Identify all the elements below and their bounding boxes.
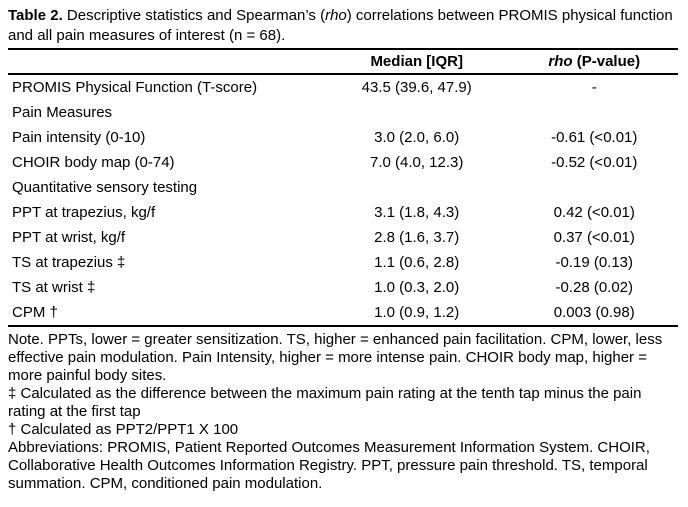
note-general: Note. PPTs, lower = greater sensitizatio… [8, 331, 663, 384]
caption-table-number: Table 2. [8, 7, 63, 24]
median-cell: 3.0 (2.0, 6.0) [374, 129, 460, 146]
table-row-qst-header: Quantitative sensory testing [8, 175, 678, 200]
median-cell: 1.1 (0.6, 2.8) [374, 254, 460, 271]
header-empty-cell [8, 49, 323, 74]
row-label-cell: Pain Measures [12, 104, 113, 121]
row-label-cell: CHOIR body map (0-74) [12, 154, 175, 171]
row-label-cell: Quantitative sensory testing [12, 179, 198, 196]
rho-cell: -0.28 (0.02) [555, 279, 634, 296]
table-row-ts-wrist: TS at wrist ‡ 1.0 (0.3, 2.0) -0.28 (0.02… [8, 275, 678, 300]
caption-text-pre: Descriptive statistics and Spearman’s ( [62, 7, 326, 24]
rho-cell: -0.61 (<0.01) [551, 129, 638, 146]
rho-cell: 0.42 (<0.01) [553, 204, 635, 221]
note-abbreviations: Abbreviations: PROMIS, Patient Reported … [8, 439, 650, 492]
median-cell: 7.0 (4.0, 12.3) [369, 154, 464, 171]
median-cell: 43.5 (39.6, 47.9) [361, 79, 472, 96]
rho-cell [510, 100, 678, 125]
header-row: Median [IQR] rho (P-value) [8, 49, 678, 74]
row-label-cell: PPT at wrist, kg/f [12, 229, 126, 246]
table-row-ppt-trapezius: PPT at trapezius, kg/f 3.1 (1.8, 4.3) 0.… [8, 200, 678, 225]
caption-rho-italic: rho [325, 7, 347, 24]
row-label-cell: TS at trapezius ‡ [12, 254, 126, 271]
table-row-cpm: CPM † 1.0 (0.9, 1.2) 0.003 (0.98) [8, 300, 678, 326]
rho-cell: -0.52 (<0.01) [551, 154, 638, 171]
table-row-ppt-wrist: PPT at wrist, kg/f 2.8 (1.6, 3.7) 0.37 (… [8, 225, 678, 250]
row-label-cell: TS at wrist ‡ [12, 279, 96, 296]
table-row-promis: PROMIS Physical Function (T-score) 43.5 … [8, 74, 678, 100]
table-row-pain-measures-header: Pain Measures [8, 100, 678, 125]
row-label-cell: PROMIS Physical Function (T-score) [12, 79, 258, 96]
header-median-iqr: Median [IQR] [370, 53, 463, 70]
table-row-ts-trapezius: TS at trapezius ‡ 1.1 (0.6, 2.8) -0.19 (… [8, 250, 678, 275]
rho-cell: -0.19 (0.13) [555, 254, 634, 271]
median-cell: 1.0 (0.3, 2.0) [374, 279, 460, 296]
median-cell [323, 175, 511, 200]
table-notes: Note. PPTs, lower = greater sensitizatio… [8, 331, 678, 493]
statistics-table: Median [IQR] rho (P-value) PROMIS Physic… [8, 48, 678, 327]
caption-text-post: ) correlations between PROMIS physical f… [8, 7, 673, 44]
rho-cell: 0.37 (<0.01) [553, 229, 635, 246]
row-label-cell: CPM † [12, 304, 58, 321]
median-cell [323, 100, 511, 125]
table-caption: Table 2. Descriptive statistics and Spea… [8, 6, 678, 45]
table-row-choir-body-map: CHOIR body map (0-74) 7.0 (4.0, 12.3) -0… [8, 150, 678, 175]
rho-cell [510, 175, 678, 200]
median-cell: 3.1 (1.8, 4.3) [374, 204, 460, 221]
rho-cell: 0.003 (0.98) [553, 304, 635, 321]
note-double-dagger: ‡ Calculated as the difference between t… [8, 385, 642, 420]
header-rho-pvalue: rho (P-value) [510, 49, 678, 74]
row-label-cell: Pain intensity (0-10) [12, 129, 146, 146]
row-label-cell: PPT at trapezius, kg/f [12, 204, 156, 221]
note-dagger: † Calculated as PPT2/PPT1 X 100 [8, 421, 239, 438]
header-rho-rest: (P-value) [572, 53, 641, 70]
rho-cell: - [591, 79, 597, 96]
median-cell: 1.0 (0.9, 1.2) [374, 304, 460, 321]
header-rho-italic: rho [548, 53, 573, 70]
median-cell: 2.8 (1.6, 3.7) [374, 229, 460, 246]
table-row-pain-intensity: Pain intensity (0-10) 3.0 (2.0, 6.0) -0.… [8, 125, 678, 150]
